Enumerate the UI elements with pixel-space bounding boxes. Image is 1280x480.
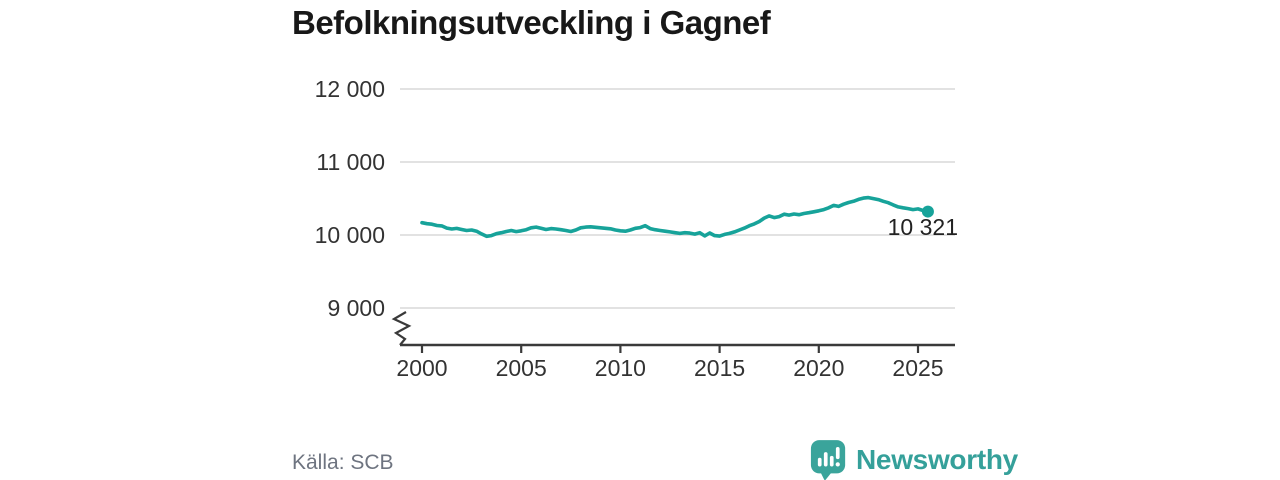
x-tick-label: 2015 — [694, 355, 746, 381]
x-tick-label: 2025 — [892, 355, 944, 381]
brand-name: Newsworthy — [856, 444, 1018, 475]
y-tick-label: 12 000 — [314, 76, 385, 102]
last-value-label: 10 321 — [887, 214, 958, 240]
series-line — [420, 195, 930, 239]
x-tick-label: 2020 — [793, 355, 845, 381]
end-dot — [921, 205, 934, 218]
axis-break-icon — [391, 311, 412, 346]
speech-bubble-bar-chart-icon — [810, 440, 846, 480]
x-tick-label: 2005 — [495, 355, 547, 381]
x-tick-label: 2010 — [594, 355, 646, 381]
x-tick-label: 2000 — [396, 355, 448, 381]
y-tick-label: 11 000 — [316, 149, 385, 175]
brand-logo: Newsworthy — [810, 440, 1018, 480]
y-tick-label: 10 000 — [314, 222, 385, 248]
source-note: Källa: SCB — [292, 451, 394, 474]
page-title: Befolkningsutveckling i Gagnef — [292, 4, 771, 41]
x-axis — [400, 343, 955, 353]
y-tick-label: 9 000 — [327, 295, 385, 321]
